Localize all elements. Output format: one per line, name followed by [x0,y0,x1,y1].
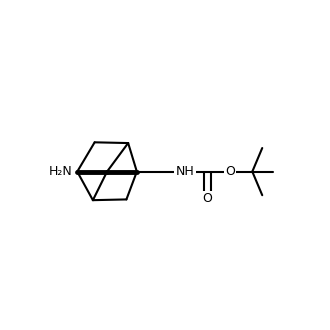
Text: NH: NH [175,165,194,178]
Text: O: O [202,192,212,206]
Text: O: O [225,165,235,178]
Text: H₂N: H₂N [49,165,72,178]
